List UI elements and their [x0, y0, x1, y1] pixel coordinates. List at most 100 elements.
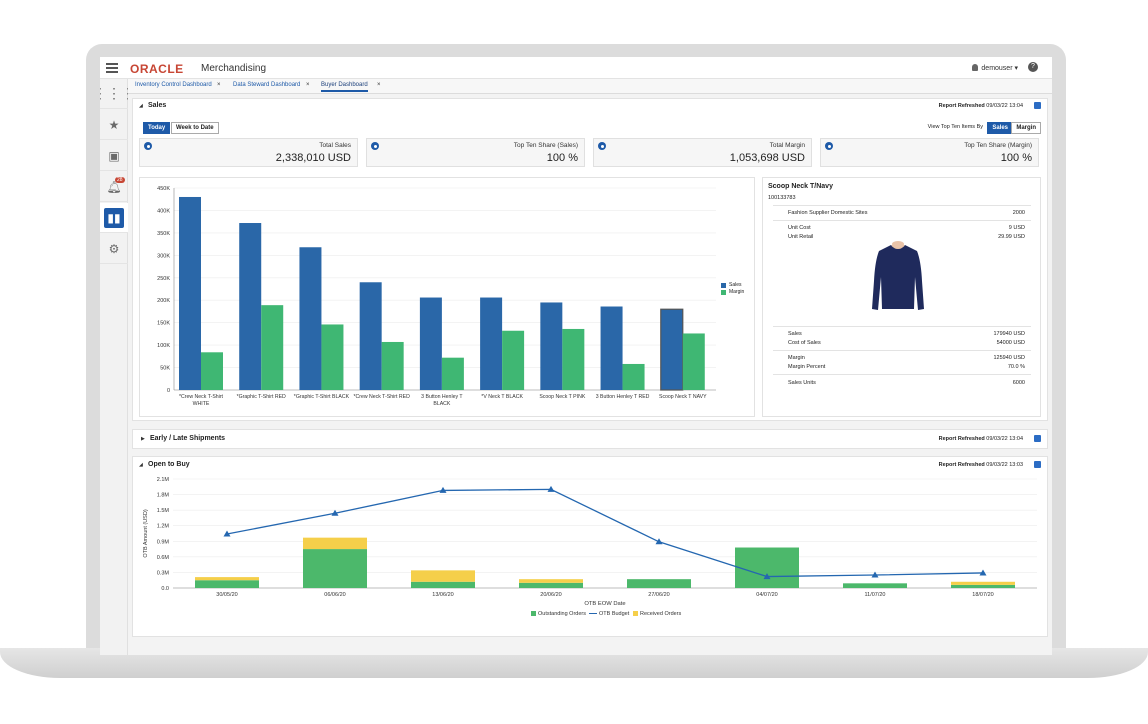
dashboard-chart-icon[interactable]: ▮▮ [100, 203, 128, 233]
x-tick-label: Scoop Neck T NAVY [659, 394, 707, 400]
collapse-icon[interactable]: ◢ [139, 462, 143, 468]
refresh-label: Report Refreshed [938, 103, 985, 109]
info-icon [144, 142, 152, 150]
bar-outstanding-orders [303, 549, 367, 588]
bar-sales [239, 223, 262, 390]
bar-sales [540, 302, 563, 390]
collapse-icon[interactable]: ◢ [139, 103, 143, 109]
x-tick-label: BLACK [433, 401, 451, 407]
sales-units-row: Sales Units 6000 [788, 380, 1025, 386]
info-icon [371, 142, 379, 150]
x-tick-label: 20/06/20 [540, 592, 561, 598]
refresh-icon[interactable] [1034, 435, 1041, 442]
bar-margin [622, 363, 645, 390]
user-menu[interactable]: demouser ▾ [981, 65, 1018, 72]
kpi-label: Total Sales [319, 142, 351, 149]
x-tick-label: *Crew Neck T-Shirt RED [353, 394, 410, 400]
x-tick-label: 13/06/20 [432, 592, 453, 598]
notification-badge: 28 [115, 177, 125, 183]
y-tick-label: 0.9M [157, 539, 170, 545]
open-to-buy-chart: 0.0 0.3M 0.6M 0.9M 1.2M 1.5M 1.8M 2.1M OTB Amoun… [143, 477, 1037, 617]
view-margin-button[interactable]: Margin [1011, 122, 1041, 134]
kpi-top-ten-share-sales[interactable]: Top Ten Share (Sales) 100 % [366, 138, 585, 167]
view-top-label: View Top Ten Items By [927, 124, 983, 130]
y-tick-label: 150K [157, 321, 170, 327]
y-tick-label: 400K [157, 208, 170, 214]
bar-sales [359, 282, 382, 390]
tab-buyer-dashboard[interactable]: Buyer Dashboard [321, 82, 368, 92]
tasks-clipboard-icon[interactable]: ▣ [100, 141, 128, 171]
x-tick-label: 3 Button Henley T [421, 394, 463, 400]
bar-margin [381, 341, 404, 390]
tab-inventory-control[interactable]: Inventory Control Dashboard [135, 82, 212, 88]
tab-bar: Inventory Control Dashboard × Data Stewa… [128, 79, 1052, 94]
help-icon[interactable]: ? [1028, 62, 1038, 72]
y-tick-label: 50K [160, 366, 170, 372]
tab-data-steward[interactable]: Data Steward Dashboard [233, 82, 301, 88]
expand-icon[interactable]: ▶ [141, 436, 145, 442]
kpi-value: 2,338,010 USD [275, 152, 351, 164]
bar-sales [480, 297, 503, 390]
bar-outstanding-orders [843, 583, 907, 588]
bar-sales [660, 308, 684, 391]
week-to-date-button[interactable]: Week to Date [171, 122, 219, 134]
x-tick-label: 3 Button Henley T RED [596, 394, 650, 400]
otb-budget-point [223, 530, 231, 537]
x-tick-label: 04/07/20 [756, 592, 777, 598]
close-tab-icon[interactable]: × [377, 82, 381, 88]
product-image [872, 241, 924, 310]
favorites-star-icon[interactable]: ★ [100, 110, 128, 140]
x-axis-title: OTB EOW Date [584, 601, 625, 607]
y-tick-label: 300K [157, 253, 170, 259]
legend-received-label: Received Orders [640, 611, 682, 617]
notifications-bell-icon[interactable]: 🔔︎ 28 [100, 172, 128, 202]
apps-grid-icon[interactable]: ⋮⋮⋮ [100, 79, 135, 109]
legend-margin-swatch [721, 290, 726, 295]
kpi-top-ten-share-margin[interactable]: Top Ten Share (Margin) 100 % [820, 138, 1039, 167]
bar-received-orders [303, 537, 367, 550]
unit-cost-row: Unit Cost 9 USD [788, 225, 1025, 231]
product-name: Merchandising [201, 63, 267, 74]
top-items-bar-chart: 0 50K 100K 150K 200K 250K 300K 350K 400K 450K *Cre… [157, 186, 716, 407]
refresh-icon[interactable] [1034, 461, 1041, 468]
brand-logo: ORACLE [130, 62, 184, 76]
y-tick-label: 0.6M [157, 555, 170, 561]
bar-margin [562, 328, 585, 390]
menu-icon[interactable] [106, 63, 118, 73]
view-sales-button[interactable]: Sales [987, 122, 1013, 134]
refresh-icon[interactable] [1034, 102, 1041, 109]
app-window: ORACLE Merchandising demouser ▾ ? ⋮⋮⋮ ★ … [100, 57, 1052, 655]
kpi-label: Top Ten Share (Sales) [513, 142, 578, 149]
divider [773, 205, 1031, 206]
y-tick-label: 1.8M [157, 493, 170, 499]
close-tab-icon[interactable]: × [306, 82, 310, 88]
divider [773, 220, 1031, 221]
bar-sales [179, 196, 201, 390]
kpi-total-margin[interactable]: Total Margin 1,053,698 USD [593, 138, 812, 167]
kpi-total-sales[interactable]: Total Sales 2,338,010 USD [139, 138, 358, 167]
margin-percent-row: Margin Percent 70.0 % [788, 364, 1025, 370]
bar-outstanding-orders [951, 584, 1015, 588]
bar-received-orders [951, 581, 1015, 585]
y-tick-label: 1.5M [157, 508, 170, 514]
bar-margin [682, 333, 705, 390]
bar-margin [441, 357, 464, 390]
y-tick-label: 450K [157, 186, 170, 192]
y-tick-label: 0.3M [157, 570, 170, 576]
otb-budget-point [979, 569, 987, 576]
close-tab-icon[interactable]: × [217, 82, 221, 88]
legend-outstanding-swatch [531, 611, 536, 616]
refresh-label: Report Refreshed [938, 436, 985, 442]
today-button[interactable]: Today [143, 122, 171, 134]
x-tick-label: *Graphic T-Shirt BLACK [294, 394, 350, 400]
bar-outstanding-orders [411, 581, 475, 588]
shipments-refresh-status: Report Refreshed 09/03/22 13:04 [939, 436, 1023, 442]
legend-outstanding-label: Outstanding Orders [538, 611, 586, 617]
otb-budget-point [331, 509, 339, 516]
settings-gear-icon[interactable]: ⚙ [100, 234, 128, 264]
dashboard-content: ◢ Sales Report Refreshed 09/03/22 13:04 … [128, 94, 1052, 655]
refresh-time: 09/03/22 13:03 [986, 462, 1023, 468]
sales-panel: ◢ Sales Report Refreshed 09/03/22 13:04 … [132, 98, 1048, 421]
otb-budget-point [547, 485, 555, 492]
bar-margin [201, 352, 223, 390]
